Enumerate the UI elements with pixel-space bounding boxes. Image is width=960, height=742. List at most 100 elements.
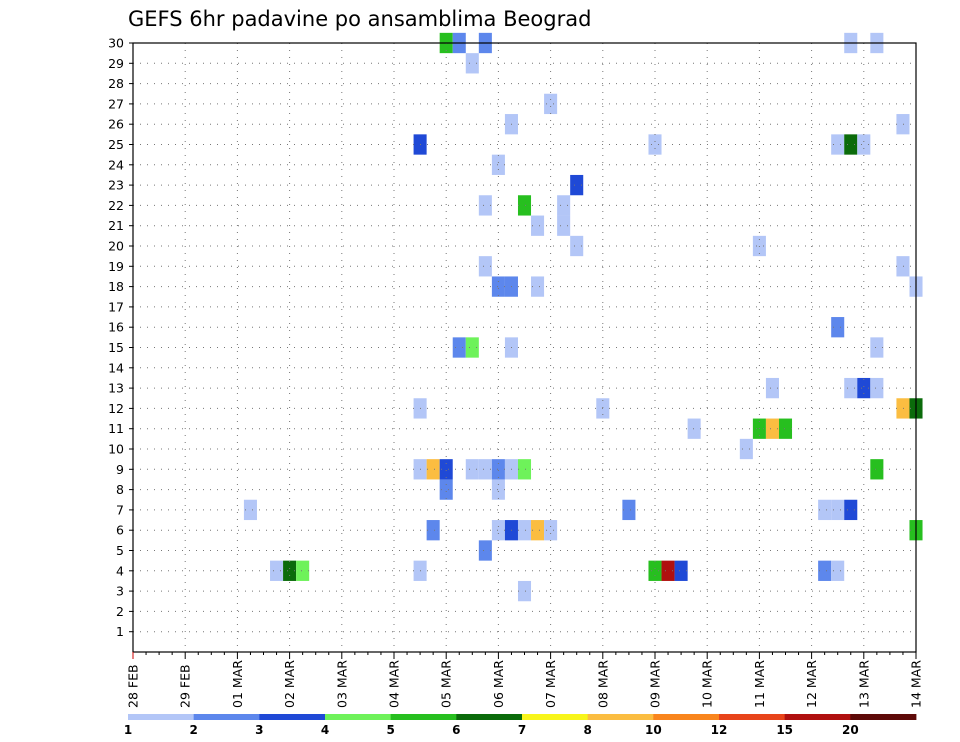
heatmap-cell <box>831 134 845 155</box>
colorbar-segment <box>784 714 851 720</box>
heatmap-cell <box>622 499 636 521</box>
heatmap-cell <box>531 215 545 236</box>
heatmap-cell <box>648 134 662 155</box>
y-tick-label: 14 <box>108 360 124 375</box>
heatmap-cell <box>544 520 558 541</box>
x-tick-label: 05 MAR <box>439 660 454 708</box>
colorbar-segment <box>456 714 523 720</box>
heatmap-cell <box>478 195 492 216</box>
heatmap-cell <box>870 377 884 399</box>
y-tick-label: 25 <box>108 137 124 152</box>
x-tick-label: 09 MAR <box>648 660 663 708</box>
heatmap-cell <box>765 377 779 399</box>
colorbar-segment <box>193 714 260 720</box>
heatmap-cell <box>531 276 545 297</box>
grid-lines <box>133 43 916 652</box>
heatmap-cell <box>426 459 440 480</box>
x-tick-label: 13 MAR <box>856 660 871 708</box>
y-tick-label: 16 <box>108 320 124 335</box>
chart-title: GEFS 6hr padavine po ansamblima Beograd <box>128 7 591 31</box>
x-tick-label: 08 MAR <box>595 660 610 708</box>
heatmap-cell <box>674 560 688 581</box>
heatmap-cell <box>491 276 505 297</box>
y-tick-label: 26 <box>108 117 124 132</box>
y-tick-label: 5 <box>116 543 124 558</box>
colorbar-label: 12 <box>711 723 728 737</box>
y-tick-label: 23 <box>108 178 124 193</box>
heatmap-cell <box>870 337 884 358</box>
colorbar-segment <box>522 714 589 720</box>
colorbar-label: 20 <box>842 723 859 737</box>
y-tick-label: 1 <box>116 624 124 639</box>
heatmap-cell <box>765 418 779 439</box>
heatmap-cell <box>439 459 453 480</box>
heatmap-cell <box>544 93 558 115</box>
heatmap-cell <box>517 459 532 480</box>
y-tick-label: 7 <box>116 502 124 517</box>
heatmap-cell <box>465 53 479 74</box>
y-tick-label: 15 <box>108 340 124 355</box>
y-tick-label: 19 <box>108 259 124 274</box>
colorbar-label: 8 <box>583 723 591 737</box>
y-tick-label: 30 <box>108 36 124 51</box>
x-tick-label: 10 MAR <box>700 660 715 708</box>
x-tick-label: 06 MAR <box>491 660 506 708</box>
heatmap-cell <box>818 499 832 521</box>
y-tick-label: 28 <box>108 76 124 91</box>
heatmap-cell <box>557 215 571 236</box>
y-tick-label: 27 <box>108 96 124 111</box>
colorbar-label: 3 <box>255 723 263 737</box>
heatmap-cell <box>491 479 505 500</box>
colorbar-segment <box>719 714 786 720</box>
x-tick-label: 14 MAR <box>909 660 924 708</box>
y-tick-label: 17 <box>108 299 124 314</box>
heatmap-cell <box>478 256 492 277</box>
x-axis: 28 FEB 29 FEB 01 MAR 02 MAR 03 MAR 04 MAR 05 M… <box>126 652 924 708</box>
y-tick-label: 2 <box>116 604 124 619</box>
y-tick-label: 3 <box>116 584 124 599</box>
heatmap-cell <box>844 377 858 399</box>
heatmap-cell <box>439 479 453 500</box>
y-tick-label: 20 <box>108 239 124 254</box>
heatmap-cell <box>557 195 571 216</box>
colorbar-label: 1 <box>124 723 132 737</box>
x-tick-label: 04 MAR <box>387 660 402 708</box>
colorbar-label: 4 <box>321 723 329 737</box>
heatmap-cell <box>478 459 492 480</box>
x-tick-label: 28 FEB <box>126 664 141 708</box>
heatmap-cell <box>283 560 297 581</box>
heatmap-cell <box>296 560 310 581</box>
heatmap-cell <box>517 195 532 216</box>
colorbar-label: 7 <box>518 723 526 737</box>
heatmap-cell <box>831 499 845 521</box>
heatmap-cell <box>831 317 845 338</box>
heatmap-cell <box>465 459 479 480</box>
x-tick-label: 11 MAR <box>752 660 767 708</box>
heatmap-cell <box>831 560 845 581</box>
heatmap-cell <box>478 540 492 561</box>
y-tick-label: 6 <box>116 523 124 538</box>
heatmap-cell <box>870 459 884 480</box>
heatmap-cell <box>570 174 584 196</box>
heatmap-cell <box>270 560 284 581</box>
heatmap-cell <box>896 398 910 419</box>
y-tick-label: 21 <box>108 218 124 233</box>
heatmap-cell <box>896 114 910 135</box>
heatmap-cell <box>896 256 910 277</box>
colorbar-segment <box>390 714 457 720</box>
colorbar-segment <box>653 714 720 720</box>
colorbar-segment <box>325 714 392 720</box>
heatmap-cells <box>243 32 923 602</box>
heatmap-cell <box>426 520 440 541</box>
y-tick-label: 4 <box>116 563 124 578</box>
heatmap-cell <box>857 134 871 155</box>
heatmap-cell <box>491 154 505 175</box>
y-tick-label: 24 <box>108 157 124 172</box>
heatmap-cell <box>465 337 479 358</box>
heatmap-cell <box>491 520 505 541</box>
heatmap-cell <box>844 499 858 521</box>
heatmap-cell <box>570 235 584 257</box>
y-tick-label: 29 <box>108 56 124 71</box>
y-axis: 1234567891011121314151617181920212223242… <box>108 36 133 639</box>
